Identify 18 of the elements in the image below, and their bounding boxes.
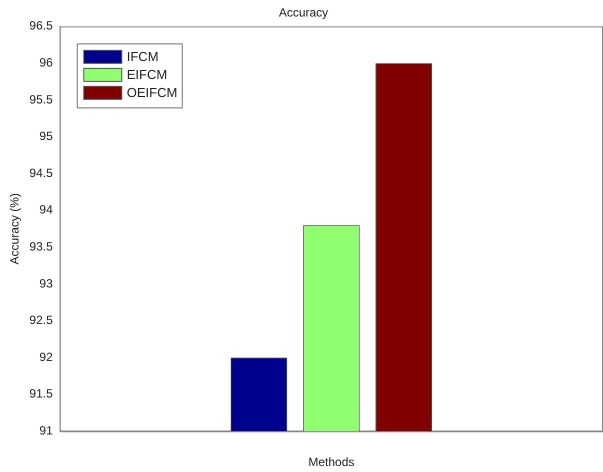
y-tick-label: 94 [39,202,54,217]
x-axis-title: Methods [308,455,354,470]
y-tick-label: 92 [39,350,54,364]
y-tick-label: 95 [39,129,54,144]
legend-label: OEIFCM [126,84,178,100]
legend-label: EIFCM [126,66,168,82]
y-tick-label: 94.5 [29,166,54,180]
y-tick-label: 93.5 [29,240,54,254]
y-tick-label: 96 [39,56,54,70]
y-tick-label: 93 [39,276,54,290]
y-tick-label: 95.5 [29,92,54,106]
legend-label: IFCM [126,48,159,64]
y-tick-label: 96.5 [29,18,54,33]
y-tick-label: 91.5 [29,386,54,401]
y-tick-label: 91 [39,424,54,438]
y-axis-title: Accuracy (%) [8,193,22,264]
chart-title: Accuracy [278,6,328,20]
y-tick-label: 92.5 [29,313,54,328]
